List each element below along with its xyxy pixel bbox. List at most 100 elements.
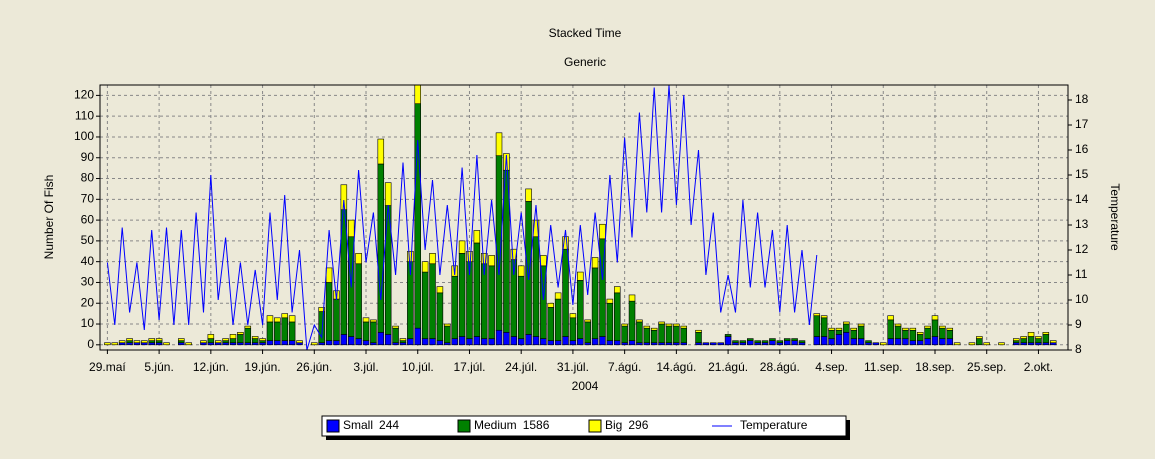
x-tick-label: 4.sep. [815,360,848,374]
bar-segment [392,327,399,344]
bar-segment [355,253,362,265]
bar-segment [621,342,628,346]
y-tick-label: 50 [81,233,95,247]
y-tick-label: 20 [81,295,95,309]
x-tick-label: 24.júl. [505,360,537,374]
y-tick-label: 120 [74,88,94,102]
bar-segment [222,338,229,341]
bar-segment [946,338,954,346]
bar-segment [880,342,887,346]
bar-segment [473,230,481,244]
bar-segment [798,342,806,346]
bar-segment [473,336,481,346]
bar-segment [399,340,407,344]
bar-segment [340,334,348,346]
bar-segment [229,334,237,339]
bar-segment [118,340,126,344]
y-tick-label: 80 [81,171,95,185]
y2-tick-label: 11 [1075,267,1088,281]
bar-segment [377,332,385,346]
bar-segment [650,329,658,344]
bar-segment [761,340,769,344]
bar-segment [517,275,525,339]
bars [104,85,1057,346]
bar-segment [931,336,939,346]
bar-segment [237,334,244,344]
y-tick-label: 110 [75,108,94,122]
x-tick-label: 19.jún. [245,360,281,374]
bar-segment [680,342,688,346]
bar-segment [104,342,111,346]
bar-segment [318,307,325,312]
legend-total: 244 [379,418,399,432]
bar-segment [916,332,924,335]
bar-segment [451,338,458,346]
bar-segment [370,321,377,344]
bar-segment [1020,338,1027,344]
bar-segment [141,340,148,344]
bar-segment [628,294,636,302]
bar-segment [266,315,274,323]
y2-axis-label: Temperature [1108,183,1122,251]
bar-segment [673,323,680,327]
bar-segment [562,248,569,337]
bar-segment [902,329,909,339]
bar-segment [444,323,451,327]
bar-segment [414,327,421,346]
x-tick-label: 11.sep. [864,360,902,374]
chart-subtitle: Generic [564,55,606,69]
bar-segment [828,327,835,331]
bar-segment [466,338,473,346]
bar-segment [673,342,680,346]
bar-segment [503,332,510,346]
bar-segment [857,325,865,339]
bar-segment [1027,332,1035,337]
x-tick-label: 5.jún. [144,360,173,374]
bar-segment [798,340,806,344]
bar-segment [370,319,377,323]
bar-segment [813,315,821,337]
bar-segment [643,327,651,344]
bar-segment [865,342,872,346]
bar-segment [953,342,961,346]
bar-segment [902,327,909,331]
bar-segment [613,340,621,346]
y-tick-label: 100 [74,129,94,143]
bar-segment [126,340,133,344]
bar-segment [429,253,436,265]
bar-segment [200,340,207,344]
y-tick-label: 10 [81,316,95,330]
bar-segment [517,265,525,277]
bar-segment [480,338,488,346]
bar-segment [510,248,518,260]
bar-segment [613,286,621,294]
bar-segment [828,329,835,339]
y-tick-label: 40 [81,254,95,268]
bar-segment [599,223,606,240]
bar-segment [710,342,717,346]
bar-segment [577,280,584,339]
x-tick-label: 25.sep. [967,360,1006,374]
bar-segment [887,315,894,321]
bar-segment [1027,336,1035,344]
legend-total: 1586 [523,418,550,432]
x-tick-label: 7.ágú. [608,360,641,374]
bar-segment [281,313,288,319]
bar-segment [281,340,288,346]
x-tick-label: 18.sep. [915,360,954,374]
bar-segment [577,271,584,281]
bar-segment [540,255,547,267]
bar-segment [636,319,643,323]
bar-segment [532,219,540,238]
bar-segment [251,336,259,339]
bar-segment [562,236,569,250]
bar-segment [451,275,458,339]
bar-segment [155,342,163,346]
bar-segment [924,338,931,346]
y-tick-label: 30 [81,275,95,289]
bar-segment [894,325,902,339]
bar-segment [924,327,931,339]
bar-segment [835,329,843,335]
bar-segment [916,340,924,346]
